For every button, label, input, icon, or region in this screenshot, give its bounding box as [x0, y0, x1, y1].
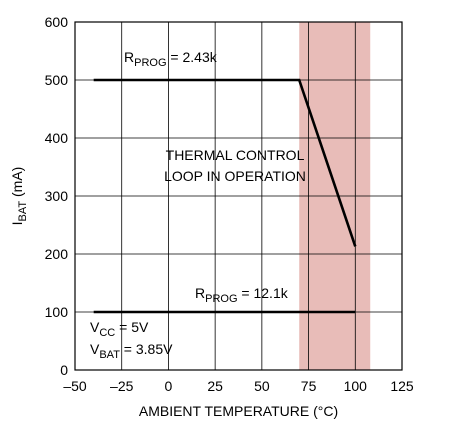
annotation: RPROG = 12.1k [195, 285, 289, 305]
y-tick-label: 200 [45, 246, 69, 262]
x-tick-label: 0 [165, 378, 173, 394]
x-tick-label: –50 [63, 378, 87, 394]
annotation-main: THERMAL CONTROL [166, 147, 305, 163]
x-axis-label: AMBIENT TEMPERATURE (°C) [139, 403, 338, 419]
annotation-tail: = 2.43k [167, 49, 218, 65]
y-tick-label: 600 [45, 14, 69, 30]
annotation-main: LOOP IN OPERATION [164, 168, 306, 184]
y-axis-label-sub: BAT [17, 201, 29, 222]
annotation: VCC = 5V [90, 319, 149, 339]
annotation-sub: PROG [134, 57, 166, 69]
x-tick-label: 100 [344, 378, 368, 394]
x-tick-label: 50 [254, 378, 270, 394]
annotation-main: V [90, 319, 100, 335]
annotation-sub: CC [99, 327, 115, 339]
annotation-sub: PROG [205, 293, 237, 305]
y-tick-label: 500 [45, 72, 69, 88]
annotation-main: R [124, 49, 134, 65]
annotation-tail: = 3.85V [120, 341, 173, 357]
plot-frame [74, 21, 403, 371]
annotation: VBAT = 3.85V [90, 341, 173, 361]
y-axis-label-main: I [9, 221, 25, 225]
annotation: RPROG = 2.43k [124, 49, 218, 69]
x-tick-label: 25 [207, 378, 223, 394]
y-axis-label-tail: (mA) [9, 167, 25, 201]
annotation-main: R [195, 285, 205, 301]
data-line [93, 78, 357, 247]
x-tick-label: 125 [390, 378, 414, 394]
x-tick-label: –25 [110, 378, 134, 394]
annotation-main: V [90, 341, 100, 357]
annotation-tail: = 5V [115, 319, 149, 335]
y-tick-label: 0 [60, 362, 68, 378]
x-tick-label: 75 [301, 378, 317, 394]
y-tick-label: 100 [45, 304, 69, 320]
annotation-tail: = 12.1k [238, 285, 289, 301]
annotation-sub: BAT [99, 349, 120, 361]
annotation: THERMAL CONTROL [166, 147, 305, 163]
y-tick-label: 400 [45, 130, 69, 146]
annotation: LOOP IN OPERATION [164, 168, 306, 184]
x-axis-label-main: AMBIENT TEMPERATURE (°C) [139, 403, 338, 419]
y-tick-label: 300 [45, 188, 69, 204]
y-axis-label: IBAT (mA) [9, 167, 29, 226]
